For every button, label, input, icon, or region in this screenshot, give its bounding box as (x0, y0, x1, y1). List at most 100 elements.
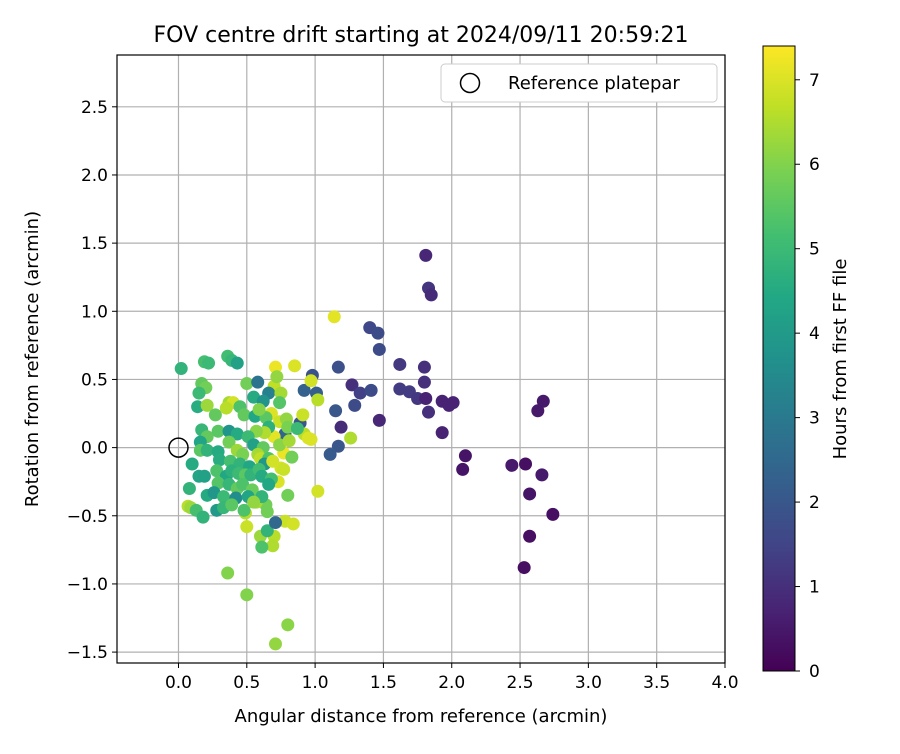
data-point (222, 435, 236, 449)
data-point (531, 404, 545, 418)
data-point (546, 507, 560, 521)
x-tick-label: 0.0 (165, 673, 192, 693)
data-point (505, 458, 519, 472)
x-tick-label: 0.5 (233, 673, 260, 693)
colorbar-tick-label: 2 (809, 493, 820, 513)
colorbar-label: Hours from first FF file (830, 259, 851, 460)
data-point (192, 386, 206, 400)
data-point (523, 529, 537, 543)
data-point (536, 394, 550, 408)
x-tick-label: 3.0 (575, 673, 602, 693)
data-point (353, 386, 367, 400)
data-point (191, 400, 205, 414)
data-point (301, 431, 315, 445)
x-tick-label: 3.5 (643, 673, 670, 693)
x-tick-label: 2.0 (438, 673, 465, 693)
data-point (266, 539, 280, 553)
y-tick-label: 1.0 (81, 302, 108, 322)
data-point (456, 462, 470, 476)
data-point (221, 566, 235, 580)
data-point (200, 398, 214, 412)
data-point (260, 505, 274, 519)
data-point (208, 408, 222, 422)
data-point (202, 356, 216, 370)
data-point (197, 469, 211, 483)
data-point (458, 449, 472, 463)
reference-marker-group (168, 437, 189, 458)
data-point (230, 427, 244, 441)
legend: Reference platepar (440, 63, 718, 103)
data-point (334, 420, 348, 434)
y-tick-label: −0.5 (67, 507, 108, 527)
colorbar-tick-label: 7 (809, 71, 820, 91)
x-tick-label: 1.0 (302, 673, 329, 693)
data-point (422, 405, 436, 419)
data-point (219, 401, 233, 415)
data-point (237, 408, 251, 422)
y-tick-label: 2.5 (81, 98, 108, 118)
data-point (277, 462, 291, 476)
legend-entry-reference: Reference platepar (508, 73, 680, 94)
data-points (174, 248, 560, 651)
data-point (535, 468, 549, 482)
colorbar-tick-label: 6 (809, 155, 820, 175)
data-point (273, 396, 287, 410)
chart-title: FOV centre drift starting at 2024/09/11 … (154, 23, 689, 48)
colorbar: 0 1 2 3 4 5 6 7 Hours from first FF file (762, 45, 851, 682)
data-point (210, 464, 224, 478)
data-point (225, 498, 239, 512)
data-point (304, 374, 318, 388)
data-point (311, 484, 325, 498)
legend-marker-reference (459, 72, 481, 94)
data-point (247, 495, 261, 509)
data-point (371, 326, 385, 340)
y-tick-label: 2.0 (81, 166, 108, 186)
data-point (286, 517, 300, 531)
data-point (212, 453, 226, 467)
data-point (268, 516, 282, 530)
data-point (196, 510, 210, 524)
data-point (297, 383, 311, 397)
data-point (417, 375, 431, 389)
legend-box (440, 63, 718, 103)
data-point (217, 490, 231, 504)
data-point (240, 588, 254, 602)
data-point (260, 524, 274, 538)
data-point (323, 447, 337, 461)
data-point (417, 360, 431, 374)
y-tick-label: 1.5 (81, 234, 108, 254)
data-point (281, 488, 295, 502)
data-point (237, 503, 251, 517)
data-point (285, 450, 299, 464)
data-point (211, 424, 225, 438)
data-point (523, 487, 537, 501)
data-point (185, 457, 199, 471)
y-tick-label: −1.0 (67, 575, 108, 595)
data-point (419, 248, 433, 262)
y-tick-label: −1.5 (67, 643, 108, 663)
data-point (331, 360, 345, 374)
data-point (344, 431, 358, 445)
colorbar-tick-label: 5 (809, 240, 820, 260)
data-point (288, 359, 302, 373)
x-tick-label: 2.5 (507, 673, 534, 693)
data-point (345, 378, 359, 392)
x-axis-ticks: 0.0 0.5 1.0 1.5 2.0 2.5 3.0 3.5 4.0 (165, 663, 739, 693)
data-point (240, 520, 254, 534)
data-point (372, 342, 386, 356)
data-point (270, 370, 284, 384)
data-point (296, 408, 310, 422)
data-point (290, 422, 304, 436)
reference-marker (168, 437, 189, 458)
data-point (182, 482, 196, 496)
y-axis-label: Rotation from reference (arcmin) (22, 211, 43, 507)
data-point (281, 618, 295, 632)
data-point (282, 434, 296, 448)
data-point (240, 377, 254, 391)
y-tick-label: 0.0 (81, 439, 108, 459)
data-point (419, 392, 433, 406)
data-point (364, 383, 378, 397)
data-point (372, 413, 386, 427)
data-point (262, 477, 276, 491)
